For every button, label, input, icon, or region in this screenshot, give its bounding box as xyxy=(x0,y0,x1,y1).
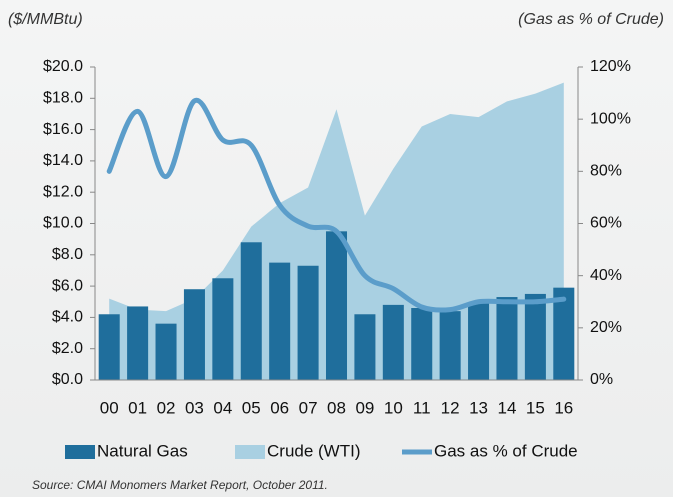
x-tick-label: 01 xyxy=(128,398,147,417)
bar xyxy=(524,293,546,380)
y2-tick-label: 80% xyxy=(590,163,622,180)
bar xyxy=(468,303,490,380)
y-tick-label: $2.0 xyxy=(52,340,83,357)
bar xyxy=(127,306,149,380)
bar xyxy=(212,278,234,380)
source: Source: CMAI Monomers Market Report, Oct… xyxy=(32,478,328,492)
bar xyxy=(240,242,262,380)
legend-label: Natural Gas xyxy=(97,441,188,460)
bar xyxy=(183,289,205,380)
y-axis-label: ($/MMBtu) xyxy=(8,11,83,28)
x-tick-label: 02 xyxy=(157,398,176,417)
y-tick-label: $4.0 xyxy=(52,309,83,326)
y2-axis-label: (Gas as % of Crude) xyxy=(518,11,664,28)
x-tick-label: 04 xyxy=(213,398,232,417)
legend-swatch xyxy=(235,445,265,459)
x-tick-label: 03 xyxy=(185,398,204,417)
y2-tick-label: 40% xyxy=(590,267,622,284)
x-tick-label: 14 xyxy=(498,398,517,417)
bar xyxy=(98,314,120,380)
x-tick-label: 12 xyxy=(441,398,460,417)
y-tick-label: $10.0 xyxy=(43,215,83,232)
y-tick-label: $14.0 xyxy=(43,152,83,169)
bar xyxy=(155,323,177,380)
x-tick-label: 06 xyxy=(270,398,289,417)
x-tick-label: 15 xyxy=(526,398,545,417)
x-tick-label: 13 xyxy=(469,398,488,417)
x-tick-label: 09 xyxy=(355,398,374,417)
legend-label: Gas as % of Crude xyxy=(434,441,578,460)
y2-tick-label: 60% xyxy=(590,215,622,232)
x-tick-label: 16 xyxy=(554,398,573,417)
bar xyxy=(411,308,433,380)
bar xyxy=(439,311,461,380)
line xyxy=(106,98,567,313)
y-tick-label: $16.0 xyxy=(43,121,83,138)
bar xyxy=(354,314,376,380)
y-tick-label: $6.0 xyxy=(52,277,83,294)
y2-tick-label: 0% xyxy=(590,371,613,388)
x-tick-label: 10 xyxy=(384,398,403,417)
bar xyxy=(325,231,348,380)
x-tick-label: 07 xyxy=(299,398,318,417)
y2-tick-label: 20% xyxy=(590,319,622,336)
bar xyxy=(496,297,518,380)
bar xyxy=(269,262,291,380)
y-tick-label: $0.0 xyxy=(52,371,83,388)
x-tick-label: 00 xyxy=(100,398,119,417)
y-tick-label: $12.0 xyxy=(43,183,83,200)
bar xyxy=(553,287,575,380)
y2-tick-label: 120% xyxy=(590,58,631,75)
bar xyxy=(297,265,319,380)
x-tick-label: 11 xyxy=(413,398,431,417)
bar xyxy=(382,304,404,380)
legend-swatch xyxy=(65,445,95,459)
y2-tick-label: 100% xyxy=(590,110,631,127)
y-tick-label: $20.0 xyxy=(43,58,83,75)
y-tick-label: $8.0 xyxy=(52,246,83,263)
y-tick-label: $18.0 xyxy=(43,90,83,107)
x-tick-label: 08 xyxy=(327,398,346,417)
legend-label: Crude (WTI) xyxy=(267,441,361,460)
x-tick-label: 05 xyxy=(242,398,261,417)
